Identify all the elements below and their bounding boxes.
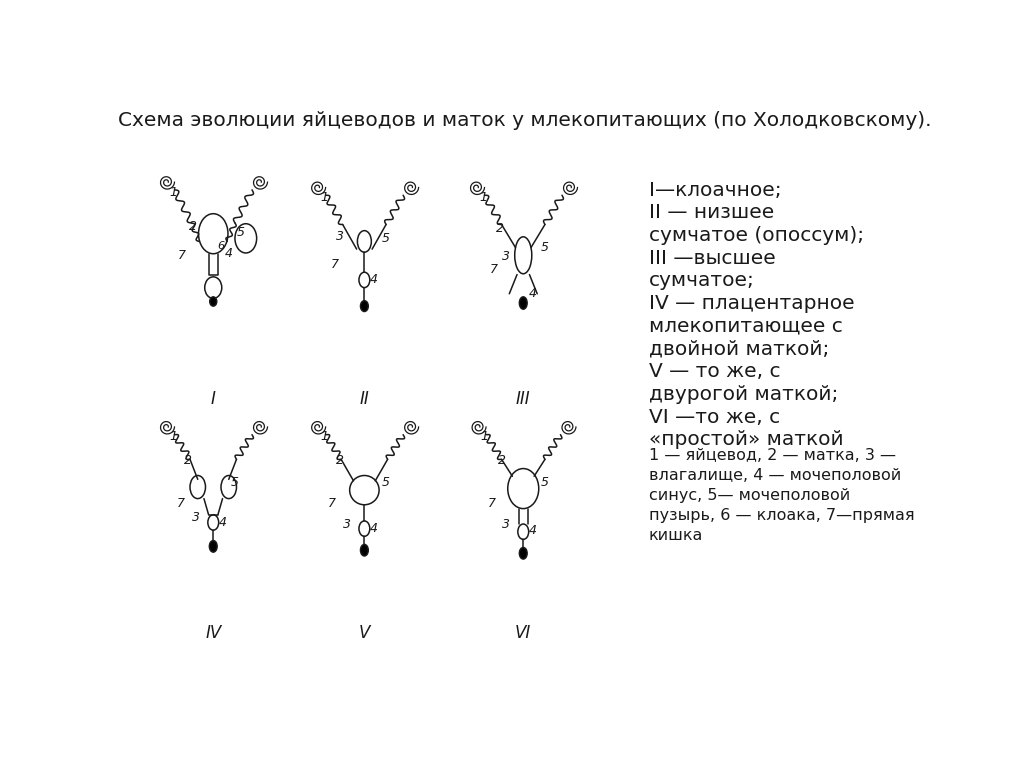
Text: 7: 7 xyxy=(178,249,186,262)
Ellipse shape xyxy=(199,214,228,254)
Ellipse shape xyxy=(234,224,257,253)
Text: влагалище, 4 — мочеполовой: влагалище, 4 — мочеполовой xyxy=(649,468,901,482)
Text: сумчатое (опоссум);: сумчатое (опоссум); xyxy=(649,226,864,245)
Text: 4: 4 xyxy=(370,522,378,535)
Text: 5: 5 xyxy=(382,476,390,489)
Text: I—клоачное;: I—клоачное; xyxy=(649,180,781,199)
Ellipse shape xyxy=(209,541,217,552)
Text: «простой» маткой: «простой» маткой xyxy=(649,430,844,449)
Ellipse shape xyxy=(190,476,206,499)
Text: V: V xyxy=(358,624,370,641)
Text: VI —то же, с: VI —то же, с xyxy=(649,408,780,426)
Text: 7: 7 xyxy=(331,258,339,271)
Text: 5: 5 xyxy=(541,476,549,489)
Ellipse shape xyxy=(205,277,222,298)
Text: 2: 2 xyxy=(336,454,344,467)
Text: 5: 5 xyxy=(238,225,245,239)
Text: III —высшее: III —высшее xyxy=(649,249,775,268)
Text: 2: 2 xyxy=(498,454,506,467)
Text: 2: 2 xyxy=(184,454,193,467)
Text: 2: 2 xyxy=(496,222,504,235)
Text: пузырь, 6 — клоака, 7—прямая: пузырь, 6 — клоака, 7—прямая xyxy=(649,508,914,523)
Text: 3: 3 xyxy=(336,229,344,242)
Text: 4: 4 xyxy=(224,247,232,260)
Ellipse shape xyxy=(518,524,528,539)
Text: 1: 1 xyxy=(169,186,177,199)
Text: синус, 5— мочеполовой: синус, 5— мочеполовой xyxy=(649,488,850,503)
Ellipse shape xyxy=(360,545,369,556)
Ellipse shape xyxy=(360,301,369,311)
Text: 7: 7 xyxy=(488,498,497,511)
Text: 4: 4 xyxy=(528,524,537,537)
Text: 2: 2 xyxy=(189,219,197,232)
Ellipse shape xyxy=(508,469,539,509)
Text: 3: 3 xyxy=(193,511,201,524)
Text: II: II xyxy=(359,390,370,408)
Text: 1 — яйцевод, 2 — матка, 3 —: 1 — яйцевод, 2 — матка, 3 — xyxy=(649,448,896,463)
Text: 5: 5 xyxy=(541,241,549,254)
Text: 5: 5 xyxy=(382,232,390,245)
Text: VI: VI xyxy=(515,624,531,641)
Text: 3: 3 xyxy=(343,518,351,532)
Ellipse shape xyxy=(357,231,372,252)
Text: сумчатое;: сумчатое; xyxy=(649,272,755,291)
Text: 4: 4 xyxy=(528,288,537,300)
Text: 7: 7 xyxy=(177,498,184,511)
Text: 1: 1 xyxy=(321,430,328,443)
Text: I: I xyxy=(211,390,216,408)
Text: 1: 1 xyxy=(480,430,488,443)
Text: кишка: кишка xyxy=(649,528,703,543)
Text: 7: 7 xyxy=(328,498,336,511)
Text: III: III xyxy=(516,390,530,408)
Ellipse shape xyxy=(519,548,527,559)
Text: 4: 4 xyxy=(370,273,378,286)
Text: V — то же, с: V — то же, с xyxy=(649,362,780,381)
Text: 1: 1 xyxy=(479,191,487,204)
Ellipse shape xyxy=(208,515,219,530)
Ellipse shape xyxy=(221,476,237,499)
Text: 4: 4 xyxy=(218,516,226,529)
Text: двурогой маткой;: двурогой маткой; xyxy=(649,385,839,404)
Text: 5: 5 xyxy=(231,476,239,489)
Text: 7: 7 xyxy=(489,262,498,275)
Text: млекопитающее с: млекопитающее с xyxy=(649,317,843,336)
Text: 1: 1 xyxy=(169,430,177,443)
Text: 3: 3 xyxy=(502,250,510,263)
Text: 3: 3 xyxy=(502,518,510,532)
Ellipse shape xyxy=(359,521,370,536)
Text: двойной маткой;: двойной маткой; xyxy=(649,340,829,359)
Ellipse shape xyxy=(515,237,531,274)
Ellipse shape xyxy=(359,272,370,288)
Text: IV: IV xyxy=(205,624,221,641)
Text: Схема эволюции яйцеводов и маток у млекопитающих (по Холодковскому).: Схема эволюции яйцеводов и маток у млеко… xyxy=(118,111,932,130)
Text: 1: 1 xyxy=(321,191,328,204)
Ellipse shape xyxy=(519,297,527,309)
Text: 6: 6 xyxy=(217,241,224,251)
Ellipse shape xyxy=(210,297,217,306)
Text: II — низшее: II — низшее xyxy=(649,203,774,222)
Ellipse shape xyxy=(349,476,379,505)
Text: IV — плацентарное: IV — плацентарное xyxy=(649,295,854,313)
